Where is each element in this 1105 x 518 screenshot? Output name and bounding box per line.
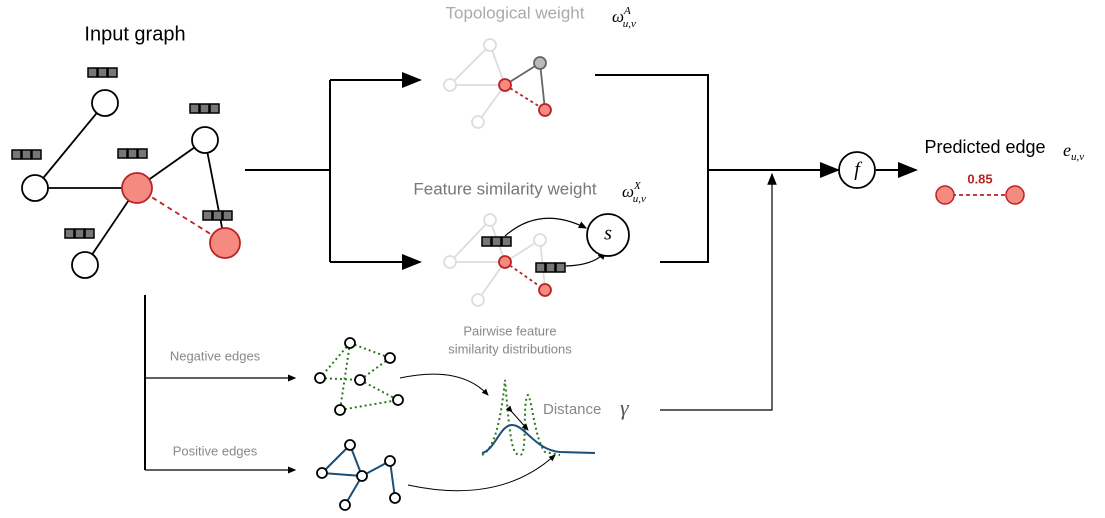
- distributions-label: similarity distributions: [448, 341, 572, 356]
- connectors: [144, 72, 918, 474]
- distribution-plot: [481, 379, 596, 457]
- flow-arrow: [407, 454, 556, 492]
- negative-nodes: [314, 337, 404, 416]
- symbol-base: e: [1063, 140, 1071, 160]
- flow-arrow: [399, 373, 489, 396]
- feature-vectors: [11, 67, 233, 239]
- topo-graph: [443, 38, 552, 129]
- topo-label: Topological weight: [446, 3, 585, 22]
- symbol-sup: A: [623, 5, 631, 17]
- combine-symbol: f: [854, 159, 862, 181]
- symbol-sup: X: [633, 180, 642, 192]
- symbol-sub: u,v: [1071, 151, 1084, 163]
- prediction-symbol: eu,v: [1063, 140, 1084, 162]
- feature-graph: [443, 213, 630, 307]
- predicted-edge: [935, 185, 1025, 205]
- input-title: Input graph: [84, 23, 185, 45]
- combine-node: [838, 151, 876, 189]
- feature-symbol: ωX u,v: [622, 180, 646, 205]
- feature-label: Feature similarity weight: [413, 179, 597, 198]
- input-graph: [21, 89, 241, 279]
- topo-symbol: ωA u,v: [612, 5, 636, 30]
- symbol-sub: u,v: [633, 193, 646, 205]
- symbol-base: ω: [622, 182, 634, 201]
- distance-symbol: γ: [620, 395, 630, 420]
- negative-label: Negative edges: [170, 348, 261, 363]
- symbol-base: ω: [612, 7, 624, 26]
- positive-label: Positive edges: [173, 443, 258, 458]
- negative-graph: [319, 342, 399, 411]
- distance-label: Distance: [543, 401, 601, 418]
- prediction-score: 0.85: [967, 171, 992, 186]
- positive-nodes: [316, 439, 401, 511]
- prediction-label: Predicted edge: [924, 137, 1045, 157]
- symbol-sub: u,v: [623, 18, 636, 30]
- distributions-label: Pairwise feature: [463, 323, 556, 338]
- similarity-symbol: s: [604, 223, 612, 245]
